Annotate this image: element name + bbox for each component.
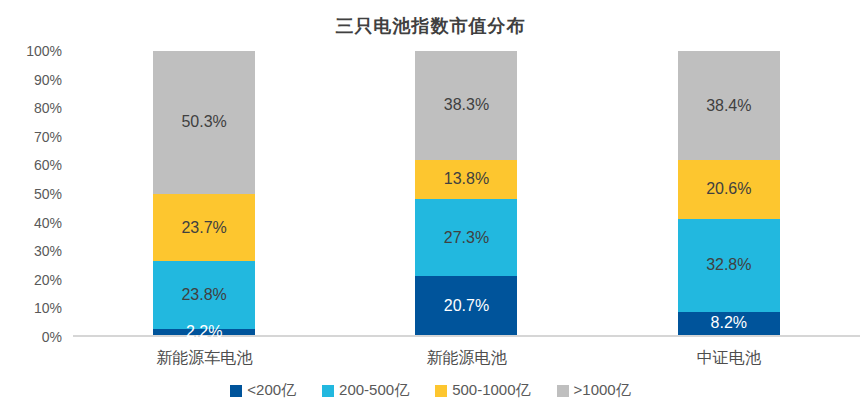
bar-segment: 50.3% <box>153 51 255 194</box>
segment-data-label: 8.2% <box>711 315 747 331</box>
segment-data-label: 32.8% <box>706 257 751 273</box>
legend-item: 200-500亿 <box>322 381 409 400</box>
segment-data-label: 20.7% <box>444 298 489 314</box>
bar-segment: 38.4% <box>678 51 780 160</box>
y-tick-label: 20% <box>0 272 62 288</box>
segment-data-label: 50.3% <box>181 114 226 130</box>
bar-segment: 32.8% <box>678 219 780 312</box>
segment-data-label: 23.7% <box>181 220 226 236</box>
segment-data-label: 2.2% <box>186 324 222 340</box>
plot-area: 2.2% 23.8% 23.7% 50.3% 20.7% 27.3% 13.8% 38.3% 8… <box>73 51 860 337</box>
legend-label: <200亿 <box>247 381 296 400</box>
chart-title: 三只电池指数市值分布 <box>0 14 861 38</box>
bar-column: 20.7% 27.3% 13.8% 38.3% <box>415 51 517 335</box>
segment-data-label: 27.3% <box>444 230 489 246</box>
legend-swatch <box>435 385 447 397</box>
legend-item: 500-1000亿 <box>435 381 530 400</box>
legend: <200亿 200-500亿 500-1000亿 >1000亿 <box>0 381 861 400</box>
legend-label: >1000亿 <box>574 381 631 400</box>
x-axis-label: 中证电池 <box>639 348 819 369</box>
bar-segment: 20.6% <box>678 160 780 219</box>
y-tick-label: 90% <box>0 72 62 88</box>
y-tick-label: 100% <box>0 43 62 59</box>
segment-data-label: 38.4% <box>706 98 751 114</box>
legend-item: >1000亿 <box>557 381 631 400</box>
legend-swatch <box>557 385 569 397</box>
stacked-bar-chart: 三只电池指数市值分布 0% 10% 20% 30% 40% 50% 60% 70% 80% 90%… <box>0 0 861 410</box>
bar-segment: 8.2% <box>678 312 780 335</box>
bar-segment: 38.3% <box>415 51 517 160</box>
segment-data-label: 13.8% <box>444 171 489 187</box>
legend-label: 200-500亿 <box>339 381 409 400</box>
bar-column: 2.2% 23.8% 23.7% 50.3% <box>153 51 255 335</box>
bar-segment: 2.2% <box>153 329 255 335</box>
segment-data-label: 23.8% <box>181 287 226 303</box>
segment-data-label: 20.6% <box>706 181 751 197</box>
bar-segment: 13.8% <box>415 160 517 199</box>
y-tick-label: 80% <box>0 100 62 116</box>
y-tick-label: 60% <box>0 157 62 173</box>
y-tick-label: 40% <box>0 215 62 231</box>
legend-item: <200亿 <box>230 381 296 400</box>
bar-segment: 20.7% <box>415 276 517 335</box>
bar-segment: 27.3% <box>415 199 517 276</box>
y-tick-label: 70% <box>0 129 62 145</box>
y-axis: 0%10%20%30%40%50%60%70%80%90%100% <box>0 51 62 337</box>
legend-swatch <box>322 385 334 397</box>
x-axis-label: 新能源电池 <box>376 348 556 369</box>
legend-swatch <box>230 385 242 397</box>
x-axis: 新能源车电池 新能源电池 中证电池 <box>73 348 860 369</box>
bar-column: 8.2% 32.8% 20.6% 38.4% <box>678 51 780 335</box>
segment-data-label: 38.3% <box>444 97 489 113</box>
bar-segment: 23.8% <box>153 261 255 329</box>
y-tick-label: 0% <box>0 329 62 345</box>
x-axis-label: 新能源车电池 <box>114 348 294 369</box>
legend-label: 500-1000亿 <box>452 381 530 400</box>
y-tick-label: 10% <box>0 300 62 316</box>
y-tick-label: 50% <box>0 186 62 202</box>
y-tick-label: 30% <box>0 243 62 259</box>
bar-segment: 23.7% <box>153 194 255 261</box>
